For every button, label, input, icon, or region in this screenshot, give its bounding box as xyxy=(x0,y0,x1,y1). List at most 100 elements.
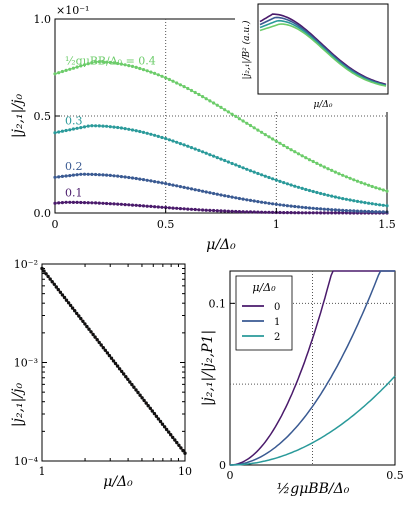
inset-series-line-2 xyxy=(259,19,387,87)
bl-point-39 xyxy=(120,369,124,374)
top-series-point-0.2-0 xyxy=(53,175,57,179)
top-series-point-0.4-62 xyxy=(282,143,286,148)
top-series-point-0.3-10 xyxy=(90,124,94,128)
bl-point-9 xyxy=(58,290,63,294)
bl-xtick-label-0: 1 xyxy=(39,465,46,478)
bl-point-46 xyxy=(134,388,138,392)
top-series-point-0.2-68 xyxy=(304,206,308,210)
bottom-right-x-axis-label: ½gμBB/Δ₀ xyxy=(277,481,350,497)
top-series-point-0.2-26 xyxy=(149,179,153,183)
top-series-point-0.4-65 xyxy=(293,150,297,154)
top-series-point-0.1-19 xyxy=(123,203,127,207)
br-series-line-1 xyxy=(230,270,395,466)
top-series-point-0.1-45 xyxy=(219,209,223,213)
top-series-point-0.3-86 xyxy=(370,202,374,206)
top-series-point-0.1-54 xyxy=(252,210,256,214)
top-series-point-0.2-43 xyxy=(212,191,216,196)
top-series-point-0.4-63 xyxy=(285,146,289,150)
top-series-point-0.4-66 xyxy=(296,152,301,156)
top-series-point-0.3-47 xyxy=(226,160,230,164)
top-series-point-0.1-55 xyxy=(256,210,260,214)
top-series-point-0.4-38 xyxy=(193,90,197,95)
top-series-point-0.3-69 xyxy=(307,188,312,193)
top-series-point-0.2-64 xyxy=(289,204,293,208)
top-series-point-0.2-36 xyxy=(186,186,190,190)
top-series-point-0.3-79 xyxy=(344,197,348,201)
top-series-point-0.4-19 xyxy=(123,63,127,67)
top-series-point-0.4-9 xyxy=(86,62,90,66)
bl-point-14 xyxy=(68,303,73,308)
bl-point-50 xyxy=(142,398,146,403)
top-series-point-0.2-50 xyxy=(237,196,241,201)
top-series-point-0.2-63 xyxy=(285,204,289,208)
top-series-point-0.2-81 xyxy=(352,209,356,213)
top-series-point-0.1-52 xyxy=(245,210,249,214)
top-xtick-label-2: 1 xyxy=(273,218,280,231)
top-series-point-0.3-25 xyxy=(145,131,149,135)
top-series-point-0.4-74 xyxy=(326,167,330,171)
br-legend-title: μ/Δ₀ xyxy=(252,281,276,294)
top-series-point-0.1-72 xyxy=(319,211,323,215)
inset-series-group xyxy=(259,13,387,87)
top-series-point-0.4-70 xyxy=(311,159,315,164)
top-xtick-label-1: 0.5 xyxy=(157,218,175,231)
bl-point-58 xyxy=(158,419,163,424)
top-series-point-0.2-86 xyxy=(370,210,374,214)
top-series-point-0.3-53 xyxy=(248,169,253,173)
top-series-point-0.2-49 xyxy=(234,196,238,200)
top-series-point-0.3-70 xyxy=(311,189,315,194)
top-series-point-0.4-54 xyxy=(252,126,256,130)
top-series-point-0.2-87 xyxy=(374,210,378,214)
top-series-point-0.4-25 xyxy=(145,69,149,73)
bl-point-64 xyxy=(171,435,175,440)
top-series-point-0.3-59 xyxy=(271,177,275,181)
bottom-right-panel: 0 0.5 0 0.1 μ/Δ₀ 0 1 2 ½gμBB/Δ₀ |j₂,₁|/|j₂,P1| xyxy=(200,270,404,497)
top-series-point-0.1-22 xyxy=(134,203,138,207)
bl-point-65 xyxy=(173,438,177,442)
bl-point-30 xyxy=(101,346,106,350)
top-series-point-0.1-26 xyxy=(149,204,153,208)
br-series-line-2 xyxy=(230,375,396,466)
top-series-point-0.3-19 xyxy=(123,127,127,131)
top-series-point-0.4-0 xyxy=(53,72,57,76)
top-series-point-0.3-9 xyxy=(86,124,90,128)
top-series-point-0.3-72 xyxy=(319,191,323,196)
top-series-point-0.2-77 xyxy=(337,208,341,212)
bl-point-35 xyxy=(111,359,116,363)
top-series-point-0.3-89 xyxy=(381,203,385,207)
top-series-point-0.4-24 xyxy=(141,68,146,72)
top-series-point-0.1-39 xyxy=(197,208,201,212)
bl-point-24 xyxy=(89,330,93,334)
top-series-point-0.4-34 xyxy=(178,83,182,87)
top-series-point-0.2-28 xyxy=(156,180,160,184)
bl-point-63 xyxy=(169,433,173,437)
top-series-point-0.3-20 xyxy=(127,127,131,131)
top-series-point-0.2-69 xyxy=(307,206,312,210)
top-series-point-0.2-30 xyxy=(164,182,168,186)
top-series-point-0.3-30 xyxy=(164,137,168,141)
br-legend-label-1: 1 xyxy=(274,317,280,328)
bl-point-10 xyxy=(60,293,65,297)
top-series-point-0.2-16 xyxy=(112,174,116,178)
top-xtick-label-0: 0 xyxy=(52,218,59,231)
br-legend-box xyxy=(235,275,293,351)
bl-point-1 xyxy=(42,269,46,273)
top-series-point-0.3-8 xyxy=(82,125,87,129)
top-series-point-0.2-15 xyxy=(108,173,112,177)
top-series-point-0.4-88 xyxy=(378,187,382,191)
bl-ytick-label-2: 10⁻⁴ xyxy=(14,455,39,468)
top-series-point-0.2-39 xyxy=(197,188,201,192)
top-series-point-0.2-73 xyxy=(322,207,326,211)
top-series-point-0.3-1 xyxy=(57,130,61,134)
top-series-point-0.2-34 xyxy=(178,185,182,189)
top-series-point-0.3-35 xyxy=(182,143,186,147)
top-series-point-0.3-75 xyxy=(330,194,334,198)
top-series-point-0.2-76 xyxy=(333,208,337,212)
br-xtick-label-1: 0.5 xyxy=(386,469,404,482)
top-series-point-0.4-20 xyxy=(127,64,131,68)
bl-point-49 xyxy=(140,396,144,400)
top-series-annotation-0.1: 0.1 xyxy=(65,186,83,199)
top-series-point-0.2-48 xyxy=(230,195,234,199)
top-series-point-0.3-58 xyxy=(267,175,271,180)
